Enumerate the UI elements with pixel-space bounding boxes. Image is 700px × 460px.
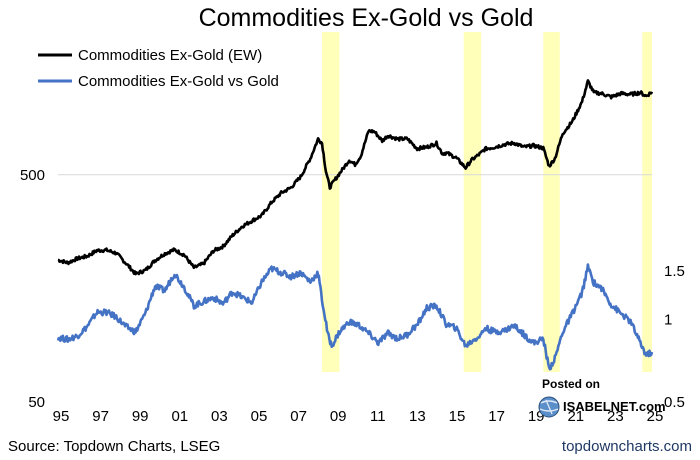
x-tick-15: 15: [449, 408, 466, 425]
right-tick-3: 0.5: [664, 394, 685, 411]
x-tick-05: 05: [251, 408, 268, 425]
x-tick-11: 11: [370, 408, 386, 425]
x-tick-03: 03: [211, 408, 228, 425]
x-tick-23: 23: [607, 408, 624, 425]
series-line-2: [56, 263, 654, 371]
series-line-1: [57, 79, 654, 276]
watermark-site-text: ISABELNET.com: [563, 399, 666, 414]
series-layer: [56, 79, 654, 371]
right-axis-ticks: 1.5 1 0.5: [664, 263, 685, 411]
source-note: Source: Topdown Charts, LSEG: [8, 438, 220, 455]
legend-label-series-2: Commodities Ex-Gold vs Gold: [78, 73, 279, 90]
x-tick-95: 95: [53, 408, 70, 425]
highlight-band-3: [543, 32, 560, 372]
chart-title: Commodities Ex-Gold vs Gold: [199, 4, 534, 32]
x-tick-25: 25: [647, 408, 664, 425]
x-tick-01: 01: [171, 408, 188, 425]
left-axis-ticks: 500 50: [20, 167, 45, 411]
highlight-band-1: [322, 32, 340, 372]
legend: Commodities Ex-Gold (EW) Commodities Ex-…: [38, 47, 279, 90]
x-tick-97: 97: [92, 408, 109, 425]
left-tick-2: 50: [28, 394, 45, 411]
x-tick-17: 17: [488, 408, 505, 425]
x-tick-07: 07: [290, 408, 307, 425]
x-tick-09: 09: [330, 408, 347, 425]
highlight-band-4: [642, 32, 652, 372]
x-tick-13: 13: [409, 408, 426, 425]
globe-icon: [538, 396, 560, 418]
right-tick-2: 1: [664, 311, 672, 328]
x-axis-ticks: 95 97 99 01 03 05 07 09 11 13 15 17 19 21 23 25: [53, 408, 664, 425]
credit-note: topdowncharts.com: [562, 438, 692, 455]
legend-label-series-1: Commodities Ex-Gold (EW): [78, 47, 262, 64]
highlight-band-2: [463, 32, 482, 372]
x-tick-99: 99: [132, 408, 149, 425]
left-tick-1: 500: [20, 167, 45, 184]
isabelnet-watermark: Posted on ISABELNET.com: [538, 377, 666, 418]
right-tick-1: 1.5: [664, 263, 685, 280]
x-tick-21: 21: [567, 408, 584, 425]
highlight-bands: [322, 32, 652, 372]
watermark-posted-text: Posted on: [542, 377, 600, 391]
